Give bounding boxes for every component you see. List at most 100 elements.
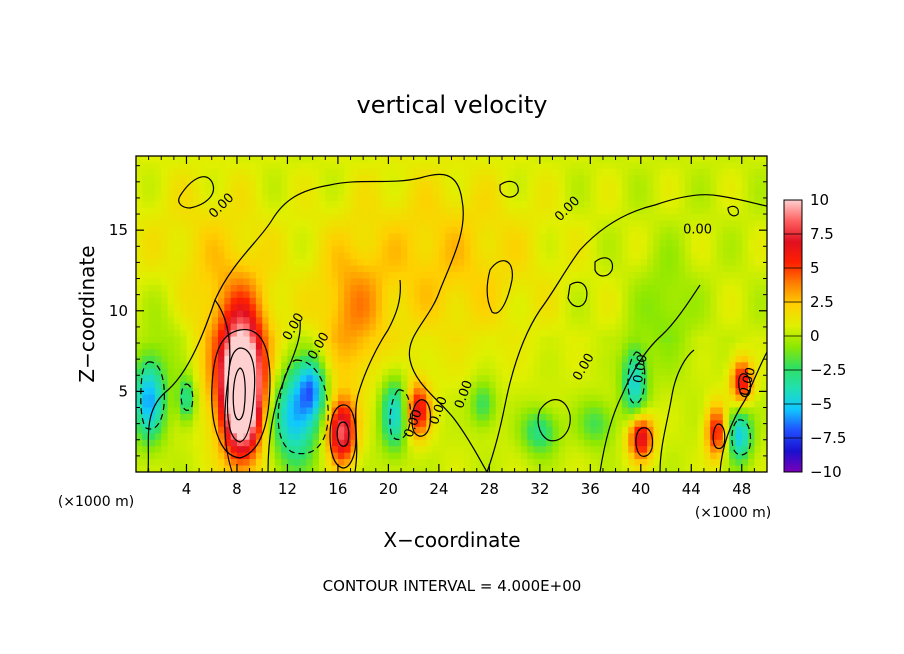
field-cell <box>577 394 585 402</box>
field-cell <box>388 420 396 428</box>
field-cell <box>533 368 541 376</box>
field-cell <box>243 330 251 338</box>
field-cell <box>722 214 730 222</box>
field-cell <box>678 239 686 247</box>
field-cell <box>514 394 522 402</box>
field-cell <box>192 446 200 454</box>
field-cell <box>514 220 522 228</box>
field-cell <box>236 375 244 383</box>
field-cell <box>754 233 762 241</box>
field-cell <box>659 259 667 267</box>
field-cell <box>426 207 434 215</box>
field-cell <box>356 381 364 389</box>
field-cell <box>243 226 251 234</box>
field-cell <box>306 452 314 460</box>
field-cell <box>565 214 572 222</box>
field-cell <box>356 291 364 299</box>
field-cell <box>609 381 617 389</box>
field-cell <box>476 323 484 331</box>
field-cell <box>262 355 270 363</box>
field-cell <box>218 368 225 376</box>
field-cell <box>274 317 282 325</box>
field-cell <box>236 168 244 176</box>
field-cell <box>703 330 711 338</box>
field-cell <box>710 201 718 209</box>
field-cell <box>754 433 762 441</box>
field-cell <box>501 433 509 441</box>
field-cell <box>760 330 767 338</box>
field-cell <box>293 207 301 215</box>
field-cell <box>281 439 289 447</box>
field-cell <box>167 426 175 434</box>
field-cell <box>312 465 320 472</box>
field-cell <box>527 239 535 247</box>
field-cell <box>666 336 673 344</box>
field-cell <box>640 207 648 215</box>
field-cell <box>274 426 282 434</box>
field-cell <box>337 446 345 454</box>
field-cell <box>508 259 516 267</box>
field-cell <box>666 310 673 318</box>
field-cell <box>470 188 478 196</box>
field-cell <box>167 265 175 273</box>
field-cell <box>230 156 238 164</box>
field-cell <box>426 259 434 267</box>
field-cell <box>565 420 572 428</box>
field-cell <box>748 336 755 344</box>
field-cell <box>546 368 554 376</box>
field-cell <box>684 465 692 472</box>
field-cell <box>300 401 307 409</box>
field-cell <box>306 214 314 222</box>
field-cell <box>489 465 497 472</box>
field-cell <box>180 330 188 338</box>
field-cell <box>350 426 358 434</box>
field-cell <box>249 207 257 215</box>
field-cell <box>527 304 535 312</box>
field-cell <box>281 259 289 267</box>
field-cell <box>590 201 598 209</box>
field-cell <box>356 362 364 370</box>
field-cell <box>647 336 655 344</box>
field-cell <box>192 291 200 299</box>
field-cell <box>388 459 396 467</box>
field-cell <box>161 220 169 228</box>
field-cell <box>615 226 623 234</box>
field-cell <box>577 343 585 351</box>
field-cell <box>584 188 591 196</box>
field-cell <box>565 388 572 396</box>
field-cell <box>199 239 207 247</box>
field-cell <box>666 368 673 376</box>
field-cell <box>268 336 276 344</box>
field-cell <box>438 323 446 331</box>
field-cell <box>161 420 169 428</box>
field-cell <box>697 375 705 383</box>
field-cell <box>192 259 200 267</box>
field-cell <box>312 214 320 222</box>
field-cell <box>697 343 705 351</box>
field-cell <box>293 226 301 234</box>
field-cell <box>262 375 270 383</box>
field-cell <box>382 278 389 286</box>
field-cell <box>388 343 396 351</box>
field-cell <box>318 272 326 280</box>
field-cell <box>318 446 326 454</box>
field-cell <box>186 239 194 247</box>
field-cell <box>546 381 554 389</box>
field-cell <box>432 297 440 305</box>
field-cell <box>255 156 263 164</box>
field-cell <box>710 278 718 286</box>
field-cell <box>211 272 219 280</box>
field-cell <box>741 214 749 222</box>
field-cell <box>476 381 484 389</box>
field-cell <box>211 233 219 241</box>
field-cell <box>621 420 629 428</box>
field-cell <box>274 368 282 376</box>
field-cell <box>476 304 484 312</box>
field-cell <box>205 265 213 273</box>
field-cell <box>615 162 623 170</box>
field-cell <box>281 459 289 467</box>
field-cell <box>495 252 503 260</box>
contour-zero-line <box>599 284 701 472</box>
field-cell <box>192 278 200 286</box>
field-cell <box>672 343 680 351</box>
